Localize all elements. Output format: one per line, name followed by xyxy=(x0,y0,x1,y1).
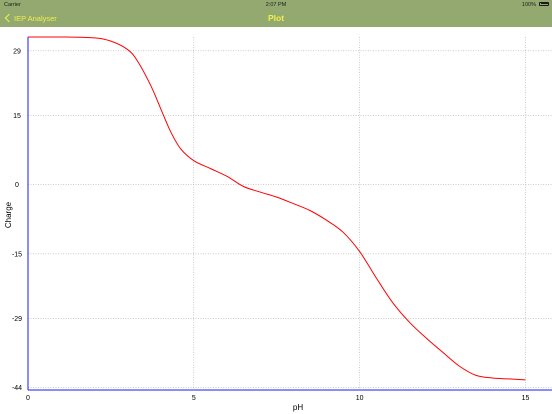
y-tick-label: -29 xyxy=(12,316,22,323)
y-tick-label: -44 xyxy=(12,385,22,392)
y-tick-label: 15 xyxy=(13,113,21,120)
navigation-bar: IEP Analyser Plot xyxy=(0,9,552,27)
carrier-label: Carrier xyxy=(4,1,21,8)
status-bar: Carrier 2:07 PM 100% xyxy=(0,0,552,9)
y-axis-label: Charge xyxy=(4,201,13,228)
x-axis-label: pH xyxy=(293,403,303,412)
page-title: Plot xyxy=(267,13,285,23)
battery-percent: 100% xyxy=(521,1,536,8)
y-tick-label: 29 xyxy=(13,48,21,55)
back-button-label: IEP Analyser xyxy=(14,13,57,23)
y-tick-label: -15 xyxy=(12,251,22,258)
charge-vs-ph-chart: 0 5 10 15 29 15 0 -15 -29 -44 pH Charge xyxy=(4,36,552,412)
status-time: 2:07 PM xyxy=(265,1,287,8)
charge-curve xyxy=(27,36,526,381)
chart-series xyxy=(27,36,526,381)
chart-ticks: 0 5 10 15 29 15 0 -15 -29 -44 xyxy=(12,48,530,402)
x-tick-label: 5 xyxy=(192,395,196,402)
chart-axes xyxy=(27,37,552,391)
chart-grid xyxy=(28,37,552,390)
x-tick-label: 0 xyxy=(26,395,30,402)
x-tick-label: 10 xyxy=(356,395,364,402)
x-tick-label: 15 xyxy=(522,395,530,402)
back-button[interactable]: IEP Analyser xyxy=(4,9,57,27)
y-tick-label: 0 xyxy=(15,182,19,189)
battery-icon xyxy=(539,1,549,6)
